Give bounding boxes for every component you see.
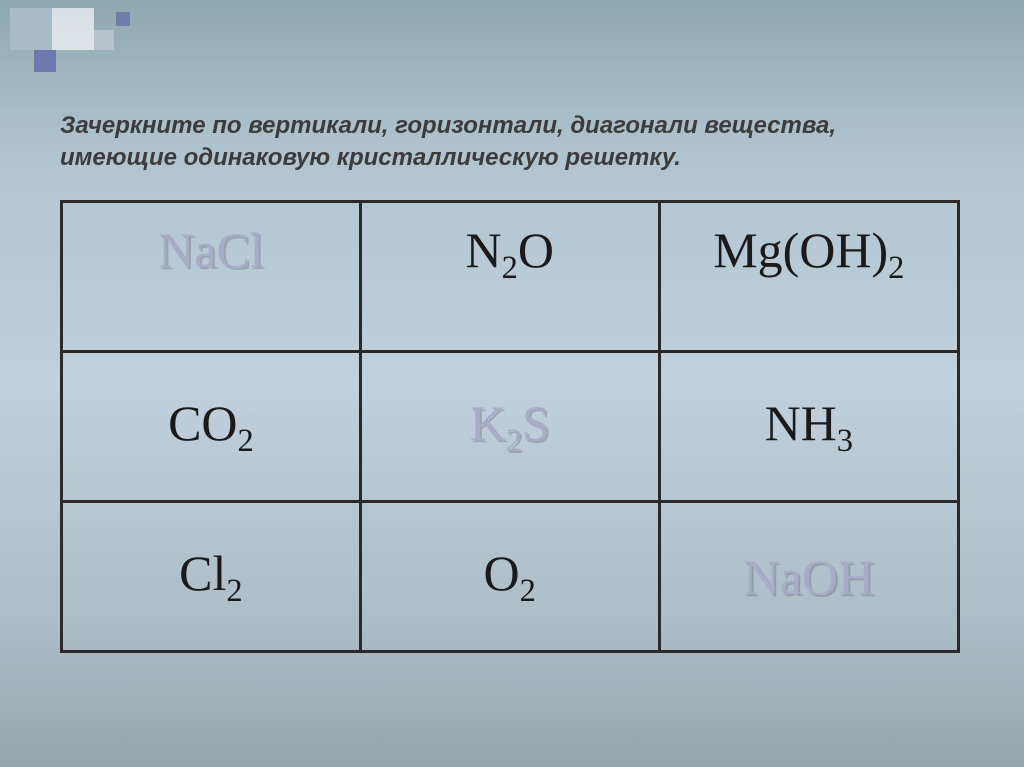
title-line-2: имеющие одинаковую кристаллическую решет… xyxy=(60,144,681,171)
formula-n2o: N2O xyxy=(466,221,554,287)
formula-naoh: NaOH xyxy=(744,548,875,606)
cell-0-2: Mg(OH)2 xyxy=(659,202,958,352)
cell-1-1: K2S xyxy=(360,352,659,502)
formula-k2s: K2S xyxy=(470,394,550,460)
title-line-1: Зачеркните по вертикали, горизонтали, ди… xyxy=(60,112,836,139)
cell-2-0: Cl2 xyxy=(62,502,361,652)
chemistry-grid: NaCl N2O Mg(OH)2 CO2 K2S NH3 Cl2 xyxy=(60,200,960,653)
cell-2-2: NaOH xyxy=(659,502,958,652)
formula-nacl: NaCl xyxy=(158,221,264,279)
formula-mgoh2: Mg(OH)2 xyxy=(713,221,904,287)
slide-container: Зачеркните по вертикали, горизонтали, ди… xyxy=(0,0,1024,767)
cell-1-0: CO2 xyxy=(62,352,361,502)
table-row: Cl2 O2 NaOH xyxy=(62,502,959,652)
cell-2-1: O2 xyxy=(360,502,659,652)
formula-co2: CO2 xyxy=(168,394,254,460)
formula-o2: O2 xyxy=(484,544,536,610)
cell-1-2: NH3 xyxy=(659,352,958,502)
table-row: CO2 K2S NH3 xyxy=(62,352,959,502)
cell-0-0: NaCl xyxy=(62,202,361,352)
table-row: NaCl N2O Mg(OH)2 xyxy=(62,202,959,352)
cell-0-1: N2O xyxy=(360,202,659,352)
formula-cl2: Cl2 xyxy=(179,544,243,610)
slide-title: Зачеркните по вертикали, горизонтали, ди… xyxy=(60,110,960,175)
corner-decoration xyxy=(0,0,140,70)
formula-nh3: NH3 xyxy=(765,394,853,460)
